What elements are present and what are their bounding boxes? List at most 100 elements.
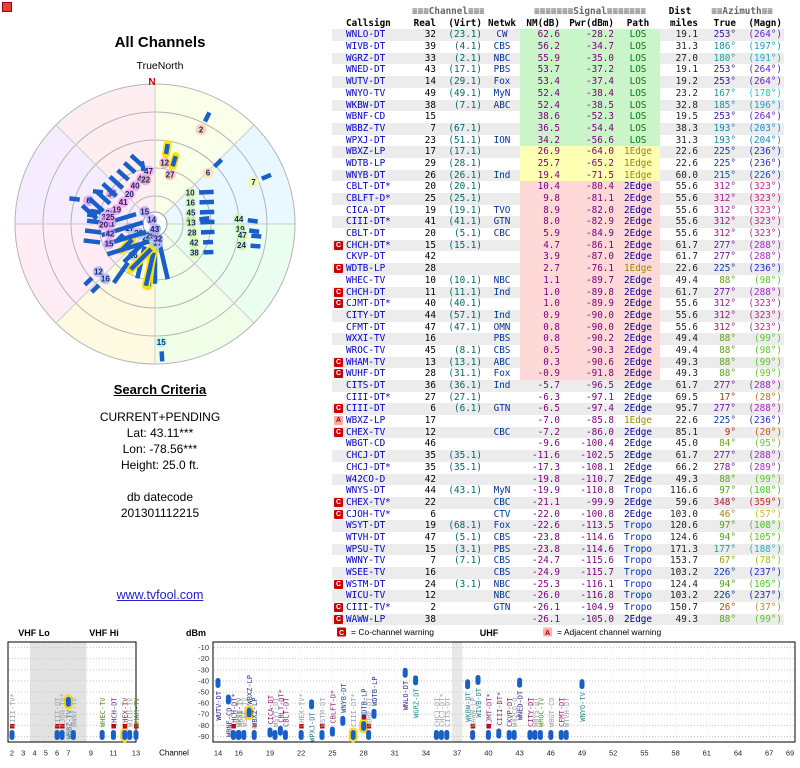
polar-label-glow	[142, 165, 154, 177]
polar-channel-number: 15	[105, 239, 114, 248]
polar-channel-number: 16	[186, 199, 195, 208]
real-channel-cell: 28	[424, 368, 436, 380]
nm-db-cell: 26.9	[520, 146, 562, 158]
channel-tick-label: 67	[765, 749, 773, 758]
power-dbm-cell: -90.0	[562, 321, 616, 334]
dbm-tick-label: -20	[198, 654, 209, 663]
warn-badge	[332, 450, 344, 462]
table-row: C WAWW-LP 38 -26.1 -105.0 2Edge 49.3 88° (99°)	[332, 613, 784, 626]
polar-station-bar	[111, 261, 130, 285]
azimuth-true-cell: 94°	[719, 578, 736, 590]
azimuth-magnetic-cell: (323°)	[748, 204, 782, 216]
channel-tick-label: 64	[734, 749, 742, 758]
spectrum-station: WNLO-DT	[402, 667, 410, 710]
nm-db-cell: -7.0	[537, 415, 560, 427]
azimuth-magnetic-cell: (289°)	[748, 461, 782, 473]
real-channel-cell: 25	[424, 193, 436, 204]
real-channel-cell: 16	[424, 567, 436, 578]
callsign-cell: WNYS-DT	[346, 485, 386, 497]
spectrum-station: CBLFT-D*	[329, 690, 337, 737]
polar-station: 10	[184, 187, 214, 199]
azimuth-magnetic-cell: (108°)	[748, 520, 782, 532]
virtual-channel-cell: (35.1)	[448, 450, 482, 462]
nm-db-cell: 38.6	[520, 111, 562, 123]
polar-station: 44	[233, 213, 258, 225]
spectrum-station: WROC-TV	[537, 697, 545, 740]
azimuth-true-cell: 185°	[713, 99, 736, 111]
power-dbm-cell: -105.0	[580, 613, 614, 625]
spectrum-callsign-label: CKVP-DT	[506, 697, 514, 727]
channel-axis-label: Channel	[159, 749, 189, 758]
col-true: True	[713, 17, 736, 29]
real-channel-cell: 27	[424, 391, 436, 403]
table-row: C CIII-DT 6 (6.1) GTN -6.5 -97.4 2Edge 95.7 277° (…	[332, 403, 784, 416]
table-row: C CHCH-DT 11 (11.1) Ind 1.0 -89.8 2Edge 61.7 277°…	[332, 286, 784, 299]
channel-tick-label: 22	[297, 749, 305, 758]
channel-tick-label: 19	[266, 749, 274, 758]
azimuth-true-cell: 215°	[713, 169, 736, 181]
real-channel-cell: 19	[424, 520, 436, 532]
polar-channel-number: 24	[237, 241, 246, 250]
warn-badge: C	[332, 240, 344, 252]
callsign-cell: WKBW-DT	[346, 99, 386, 111]
warn-badge	[332, 333, 344, 345]
virtual-channel-cell: (36.1)	[448, 380, 482, 391]
azimuth-magnetic-cell: (323°)	[748, 193, 782, 204]
azimuth-magnetic-cell: (178°)	[748, 87, 782, 99]
table-row: C WDTB-LP 28 2.7 -76.1 1Edge 22.6 225° (236°)	[332, 263, 784, 275]
azimuth-true-cell: 253°	[713, 111, 736, 123]
path-cell: 2Edge	[624, 450, 652, 462]
true-north-label: TrueNorth	[136, 60, 184, 72]
azimuth-magnetic-cell: (105°)	[748, 578, 782, 590]
distance-cell: 60.0	[675, 169, 698, 181]
azimuth-true-cell: 253°	[713, 64, 736, 76]
virtual-channel-cell	[438, 497, 484, 509]
distance-cell: 61.7	[675, 239, 698, 251]
polar-channel-number: 40	[131, 182, 140, 191]
search-criteria-title: Search Criteria	[113, 382, 207, 397]
callsign-cell: CFMT-DT	[346, 321, 386, 333]
polar-label-glow	[123, 188, 135, 200]
network-cell	[484, 123, 520, 135]
azimuth-true-cell: 277°	[713, 286, 736, 298]
spectrum-station: WBNF-CD	[225, 694, 233, 737]
co-channel-warning-badge: C	[334, 240, 343, 250]
distance-cell: 59.6	[675, 496, 698, 508]
spectrum-callsign-label: CHCJ-DT	[433, 697, 441, 727]
polar-station: 16	[90, 273, 111, 294]
nm-db-cell: 1.0	[520, 286, 562, 299]
azimuth-group-header: ≡≡Azimuth≡≡	[711, 6, 773, 17]
co-channel-mark	[470, 724, 476, 729]
distance-cell: 49.3	[675, 613, 698, 625]
callsign-cell: WWNY-TV	[346, 555, 386, 567]
polar-station: 15	[83, 238, 115, 250]
polar-channel-number: 29	[146, 232, 155, 241]
callsign-cell: WBBZ-TV	[346, 122, 386, 134]
power-dbm-cell: -108.1	[580, 461, 614, 473]
spectrum-bar	[298, 730, 304, 740]
real-channel-cell: 12	[424, 426, 436, 438]
real-channel-cell: 44	[424, 485, 436, 497]
polar-station-bar	[170, 155, 178, 167]
network-cell: CBC	[493, 426, 511, 438]
callsign-cell: CHEX-TV	[346, 426, 386, 438]
spectrum-callsign-label: CITY-DT	[527, 697, 535, 727]
polar-channel-number: 2	[199, 125, 204, 134]
real-channel-cell: 11	[424, 286, 436, 298]
distance-cell: 124.6	[670, 531, 698, 543]
polar-station: 32	[106, 233, 164, 257]
azimuth-magnetic-cell: (288°)	[748, 403, 782, 415]
callsign-cell: CHCJ-DT	[346, 450, 386, 462]
azimuth-magnetic-cell: (236°)	[748, 263, 782, 275]
co-channel-warning-badge: C	[334, 404, 343, 414]
polar-sector	[155, 224, 254, 364]
callsign-cell: WAWW-LP	[346, 613, 386, 625]
network-cell: Ind	[493, 286, 511, 298]
polar-channel-number: 15	[140, 207, 149, 216]
virtual-channel-cell: (57.1)	[448, 309, 482, 321]
azimuth-magnetic-cell: (108°)	[748, 485, 782, 497]
tvfool-link[interactable]: www.tvfool.com	[116, 588, 204, 602]
distance-cell: 120.6	[670, 520, 698, 532]
path-cell: LOS	[616, 52, 660, 65]
azimuth-magnetic-cell: (264°)	[748, 64, 782, 76]
